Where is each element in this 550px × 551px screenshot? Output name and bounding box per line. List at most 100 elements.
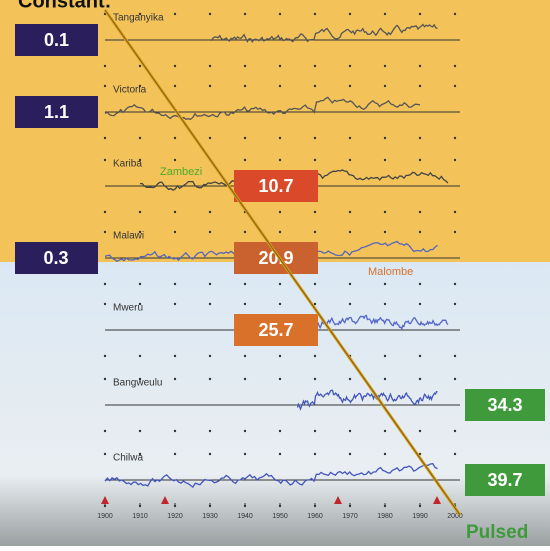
axis-dot <box>314 137 316 139</box>
axis-dot <box>174 65 176 67</box>
axis-dot <box>419 211 421 213</box>
axis-dot <box>349 430 351 432</box>
axis-dot <box>384 13 386 15</box>
axis-dot <box>454 378 456 380</box>
axis-dot <box>384 211 386 213</box>
axis-dot <box>349 13 351 15</box>
x-tick-label: 1930 <box>202 513 218 520</box>
axis-dot <box>419 85 421 87</box>
lake-name: Tanganyika <box>113 13 164 24</box>
value-box-text: 39.7 <box>487 470 522 490</box>
axis-dot <box>174 13 176 15</box>
axis-dot <box>104 231 106 233</box>
axis-dot <box>244 13 246 15</box>
axis-dot <box>104 355 106 357</box>
axis-dot <box>244 303 246 305</box>
axis-dot <box>209 137 211 139</box>
axis-dot <box>314 453 316 455</box>
axis-dot <box>139 283 141 285</box>
axis-dot <box>314 231 316 233</box>
axis-dot <box>209 231 211 233</box>
axis-dot <box>174 211 176 213</box>
value-box-text: 10.7 <box>258 176 293 196</box>
lake-name: Bangweulu <box>113 378 162 389</box>
axis-dot <box>454 211 456 213</box>
axis-dot <box>419 430 421 432</box>
axis-dot <box>279 85 281 87</box>
axis-dot <box>419 159 421 161</box>
axis-dot <box>419 283 421 285</box>
axis-dot <box>419 137 421 139</box>
axis-dot <box>314 378 316 380</box>
axis-dot <box>419 65 421 67</box>
axis-dot <box>244 159 246 161</box>
axis-dot <box>454 430 456 432</box>
axis-dot <box>244 430 246 432</box>
axis-dot <box>209 378 211 380</box>
axis-dot <box>104 378 106 380</box>
axis-dot <box>384 85 386 87</box>
axis-dot <box>209 355 211 357</box>
axis-dot <box>279 159 281 161</box>
value-box-text: 25.7 <box>258 320 293 340</box>
axis-dot <box>209 211 211 213</box>
axis-dot <box>384 231 386 233</box>
axis-dot <box>244 85 246 87</box>
x-tick-label: 1990 <box>412 513 428 520</box>
annotation: Malombe <box>368 266 413 278</box>
axis-dot <box>209 13 211 15</box>
axis-dot <box>244 231 246 233</box>
axis-dot <box>314 159 316 161</box>
axis-dot <box>419 13 421 15</box>
axis-dot <box>384 137 386 139</box>
axis-dot <box>454 231 456 233</box>
axis-dot <box>174 355 176 357</box>
axis-dot <box>419 303 421 305</box>
axis-dot <box>454 159 456 161</box>
title: Constant: <box>18 0 111 12</box>
axis-dot <box>454 453 456 455</box>
axis-dot <box>279 453 281 455</box>
axis-dot <box>244 378 246 380</box>
axis-dot <box>349 137 351 139</box>
axis-dot <box>384 453 386 455</box>
axis-dot <box>244 137 246 139</box>
axis-dot <box>104 430 106 432</box>
axis-dot <box>139 430 141 432</box>
axis-dot <box>174 303 176 305</box>
axis-dot <box>454 85 456 87</box>
axis-dot <box>349 453 351 455</box>
x-tick-label: 1940 <box>237 513 253 520</box>
axis-dot <box>349 211 351 213</box>
x-tick-label: 1910 <box>132 513 148 520</box>
axis-dot <box>384 303 386 305</box>
axis-dot <box>454 303 456 305</box>
axis-dot <box>104 211 106 213</box>
axis-dot <box>279 137 281 139</box>
axis-dot <box>139 355 141 357</box>
lake-name: Chilwa <box>113 453 143 464</box>
lake-name: Kariba <box>113 159 142 170</box>
axis-dot <box>279 355 281 357</box>
axis-dot <box>454 13 456 15</box>
lake-name: Mweru <box>113 303 143 314</box>
axis-dot <box>104 65 106 67</box>
annotation: Zambezi <box>160 166 202 178</box>
value-box-text: 0.1 <box>44 30 69 50</box>
x-tick-label: 1980 <box>377 513 393 520</box>
axis-dot <box>454 65 456 67</box>
axis-dot <box>104 283 106 285</box>
axis-dot <box>314 283 316 285</box>
axis-dot <box>174 231 176 233</box>
axis-dot <box>314 355 316 357</box>
axis-dot <box>349 283 351 285</box>
axis-dot <box>174 430 176 432</box>
axis-dot <box>104 159 106 161</box>
axis-dot <box>209 430 211 432</box>
footer-label: Pulsed <box>466 522 528 543</box>
axis-dot <box>384 378 386 380</box>
x-tick-label: 1950 <box>272 513 288 520</box>
axis-dot <box>174 159 176 161</box>
x-tick-label: 1900 <box>97 513 113 520</box>
axis-dot <box>279 65 281 67</box>
